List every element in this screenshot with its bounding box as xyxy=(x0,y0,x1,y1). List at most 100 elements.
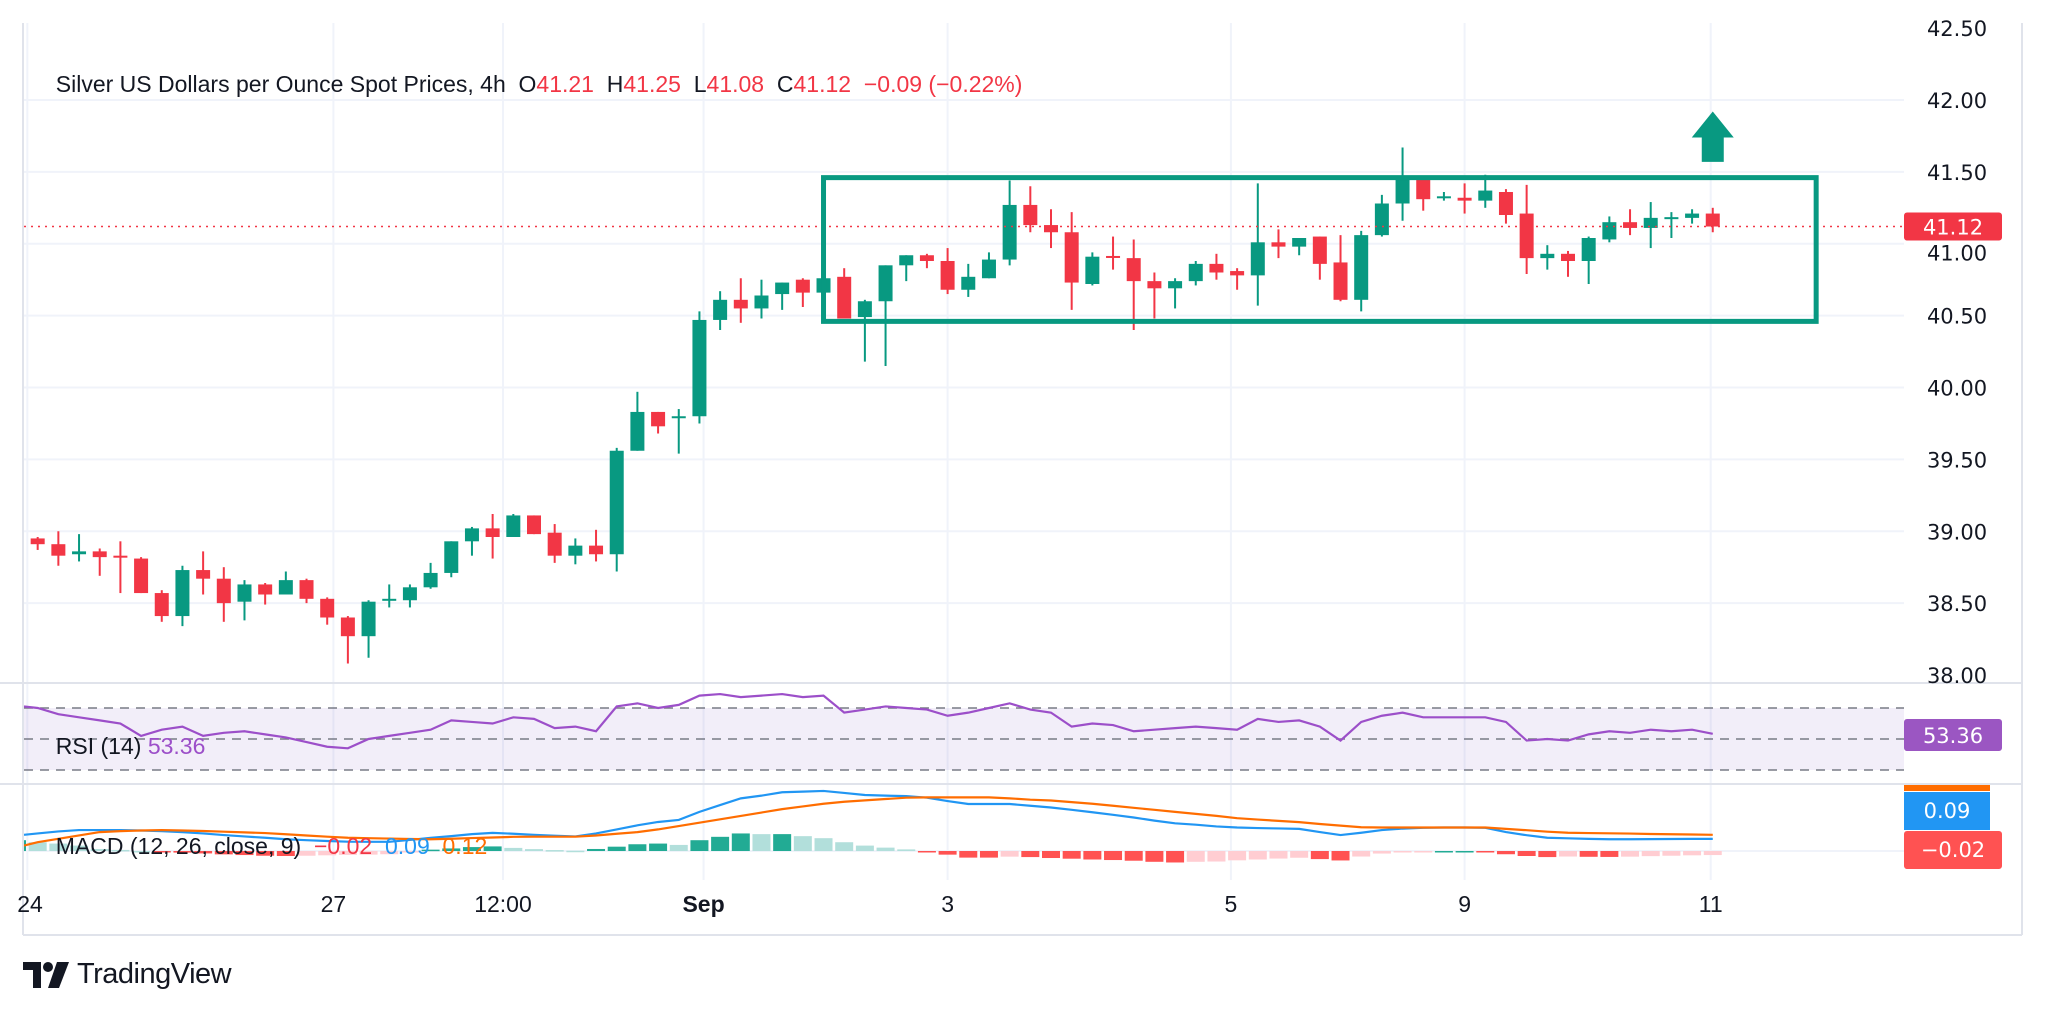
candle[interactable] xyxy=(1044,209,1058,249)
candle[interactable] xyxy=(1354,230,1369,312)
candle[interactable] xyxy=(1147,272,1162,319)
candle[interactable] xyxy=(1374,194,1389,237)
candle[interactable] xyxy=(589,529,604,562)
candle[interactable] xyxy=(72,534,87,562)
candle[interactable] xyxy=(651,411,666,434)
candle[interactable] xyxy=(1126,239,1141,330)
candle[interactable] xyxy=(134,557,149,594)
candle[interactable] xyxy=(299,578,314,604)
candle[interactable] xyxy=(1540,245,1555,270)
candle[interactable] xyxy=(878,265,893,366)
candle[interactable] xyxy=(1002,180,1017,266)
macd-histogram-bar xyxy=(1186,851,1205,862)
candle[interactable] xyxy=(795,278,810,307)
candle[interactable] xyxy=(1292,238,1307,256)
candle[interactable] xyxy=(444,541,459,578)
candle[interactable] xyxy=(857,299,872,362)
candle[interactable] xyxy=(92,548,107,576)
candle[interactable] xyxy=(361,600,376,658)
symbol-legend[interactable]: Silver US Dollars per Ounce Spot Prices,… xyxy=(43,44,1023,98)
candle[interactable] xyxy=(1023,186,1038,233)
candle[interactable] xyxy=(547,524,562,563)
candle[interactable] xyxy=(754,279,769,319)
candle[interactable] xyxy=(382,584,397,608)
candle[interactable] xyxy=(981,252,996,279)
candle[interactable] xyxy=(1478,174,1493,208)
candle[interactable] xyxy=(1085,252,1100,286)
candle[interactable] xyxy=(1209,253,1224,280)
candle[interactable] xyxy=(919,253,934,269)
candle[interactable] xyxy=(506,514,521,537)
candle[interactable] xyxy=(464,526,479,556)
candle[interactable] xyxy=(423,562,438,589)
candle[interactable] xyxy=(1498,189,1513,224)
candle[interactable] xyxy=(237,580,252,621)
candle[interactable] xyxy=(1519,184,1534,274)
candle[interactable] xyxy=(692,311,707,424)
candle-body xyxy=(795,279,810,293)
candle[interactable] xyxy=(154,590,169,622)
candle[interactable] xyxy=(630,391,645,451)
candle[interactable] xyxy=(775,282,790,310)
candle[interactable] xyxy=(1395,147,1410,221)
candle[interactable] xyxy=(340,616,355,664)
candle[interactable] xyxy=(713,291,728,330)
rsi-legend[interactable]: RSI (14) 53.36 xyxy=(43,706,206,760)
candle[interactable] xyxy=(1602,216,1617,243)
candle[interactable] xyxy=(837,268,852,319)
candle[interactable] xyxy=(527,515,541,535)
macd-histogram-bar xyxy=(1600,851,1619,857)
candle[interactable] xyxy=(1312,236,1327,280)
candle[interactable] xyxy=(1705,207,1720,233)
candle[interactable] xyxy=(1250,183,1265,306)
macd-histogram-bar xyxy=(1083,851,1102,860)
price-axis[interactable]: 42.50 42.00 41.50 41.00 40.50 40.00 39.50 39.00… xyxy=(1927,17,1987,688)
candle[interactable] xyxy=(113,541,128,594)
candle[interactable] xyxy=(485,514,500,559)
candle[interactable] xyxy=(216,567,231,622)
candle[interactable] xyxy=(278,571,293,595)
candle[interactable] xyxy=(899,255,914,282)
candle[interactable] xyxy=(1106,236,1121,270)
candle[interactable] xyxy=(940,248,955,295)
price-badge-text: 41.12 xyxy=(1923,216,1983,240)
candle[interactable] xyxy=(733,278,748,323)
candle[interactable] xyxy=(1271,229,1286,259)
candle[interactable] xyxy=(1643,202,1658,249)
candle[interactable] xyxy=(30,537,45,550)
candle[interactable] xyxy=(1457,183,1472,214)
candle[interactable] xyxy=(1685,209,1700,224)
candle[interactable] xyxy=(175,565,190,627)
candle[interactable] xyxy=(609,447,624,572)
candle[interactable] xyxy=(1188,261,1203,286)
candle[interactable] xyxy=(320,597,335,625)
candle[interactable] xyxy=(1230,268,1245,290)
candle[interactable] xyxy=(1333,235,1348,302)
candle[interactable] xyxy=(402,584,417,608)
candle[interactable] xyxy=(1168,278,1183,309)
candle-body xyxy=(1519,213,1534,259)
candle[interactable] xyxy=(1581,236,1596,284)
candle[interactable] xyxy=(961,263,976,297)
time-axis[interactable]: 24 27 12:00 Sep 3 5 9 11 xyxy=(17,891,1722,917)
macd-histogram-bar xyxy=(380,851,399,855)
tradingview-logo-icon xyxy=(23,961,69,988)
range-box[interactable] xyxy=(821,175,1819,324)
candle[interactable] xyxy=(568,538,583,565)
candle[interactable] xyxy=(1561,250,1575,277)
up-arrow-icon[interactable] xyxy=(1691,111,1734,162)
candle[interactable] xyxy=(196,551,211,595)
macd-legend[interactable]: MACD (12, 26, close, 9) −0.02 0.09 0.12 xyxy=(43,806,488,860)
candle[interactable] xyxy=(1623,209,1638,236)
candle[interactable] xyxy=(1064,212,1079,310)
candle[interactable] xyxy=(671,409,686,454)
candle-body xyxy=(196,570,211,579)
candle[interactable] xyxy=(1436,192,1451,201)
candle[interactable] xyxy=(51,531,66,566)
tradingview-logo[interactable]: TradingView xyxy=(23,958,232,991)
candle[interactable] xyxy=(258,583,273,605)
candle[interactable] xyxy=(1416,177,1431,211)
candle[interactable] xyxy=(1664,212,1679,238)
macd-histogram-bar xyxy=(1455,851,1474,853)
